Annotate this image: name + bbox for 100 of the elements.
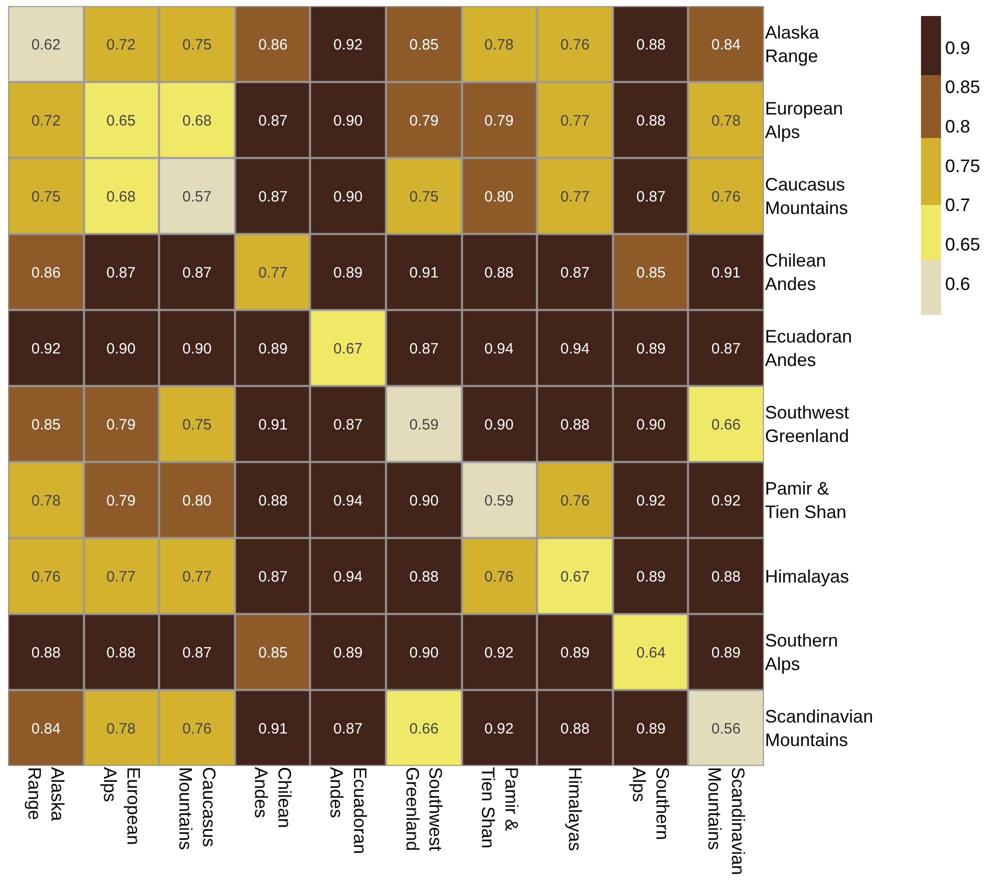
color-bar-label: 0.6: [945, 274, 970, 294]
data-label: 0.78: [106, 720, 136, 738]
x-tick-label: Himalayas: [565, 767, 586, 852]
data-label: 0.67: [333, 340, 363, 358]
data-label: 0.91: [409, 264, 439, 282]
data-label: 0.89: [560, 644, 590, 662]
data-label: 0.66: [711, 416, 741, 434]
y-tick-label: Himalayas: [765, 566, 850, 586]
data-label: 0.68: [182, 112, 212, 130]
data-label: 0.88: [106, 644, 136, 662]
data-label: 0.56: [711, 720, 741, 738]
data-label: 0.88: [636, 36, 666, 54]
data-label: 0.78: [484, 36, 514, 54]
data-label: 0.94: [333, 568, 363, 586]
data-label: 0.86: [258, 36, 288, 54]
data-label: 0.94: [333, 492, 363, 510]
data-label: 0.90: [106, 340, 136, 358]
data-label: 0.75: [182, 36, 212, 54]
data-label: 0.89: [636, 568, 666, 586]
data-label: 0.78: [711, 112, 741, 130]
data-label: 0.84: [711, 36, 741, 54]
data-label: 0.59: [409, 416, 439, 434]
data-label: 0.87: [106, 264, 136, 282]
color-bar-label: 0.75: [945, 156, 980, 176]
data-label: 0.87: [182, 644, 212, 662]
data-label: 0.88: [560, 720, 590, 738]
data-label: 0.84: [31, 720, 61, 738]
x-tick-label: Caucasus Mountains: [175, 767, 219, 850]
data-label: 0.92: [711, 492, 741, 510]
data-label: 0.57: [182, 188, 212, 206]
data-label: 0.77: [106, 568, 136, 586]
y-tick-label: Scandinavian Mountains: [765, 706, 874, 750]
data-label: 0.79: [484, 112, 514, 130]
data-label: 0.92: [333, 36, 363, 54]
data-label: 0.76: [560, 36, 590, 54]
data-label: 0.90: [636, 416, 666, 434]
data-label: 0.72: [31, 112, 61, 130]
data-label: 0.91: [711, 264, 741, 282]
data-label: 0.87: [333, 416, 363, 434]
data-label: 0.78: [31, 492, 61, 510]
data-label: 0.76: [711, 188, 741, 206]
data-label: 0.87: [258, 112, 288, 130]
data-label: 0.87: [258, 188, 288, 206]
data-label: 0.87: [333, 720, 363, 738]
data-label: 0.66: [409, 720, 439, 738]
data-label: 0.85: [636, 264, 666, 282]
data-label: 0.88: [258, 492, 288, 510]
data-label: 0.92: [484, 644, 514, 662]
x-tick-label: Southwest Greenland: [402, 767, 446, 852]
data-label: 0.89: [258, 340, 288, 358]
data-label: 0.85: [409, 36, 439, 54]
data-label: 0.90: [484, 416, 514, 434]
data-label: 0.92: [636, 492, 666, 510]
data-label: 0.94: [560, 340, 590, 358]
data-label: 0.91: [258, 416, 288, 434]
data-label: 0.79: [106, 416, 136, 434]
color-bar-label: 0.65: [945, 234, 980, 254]
x-tick-label: Ecuadoran Andes: [326, 767, 370, 854]
data-label: 0.87: [711, 340, 741, 358]
y-tick-label: Pamir & Tien Shan: [765, 478, 846, 522]
color-bar-label: 0.85: [945, 77, 980, 98]
y-tick-label: Ecuadoran Andes: [765, 326, 852, 370]
data-label: 0.77: [182, 568, 212, 586]
x-tick-label: Southern Alps: [629, 767, 672, 840]
data-label: 0.90: [182, 340, 212, 358]
data-label: 0.90: [409, 492, 439, 510]
data-label: 0.75: [409, 188, 439, 206]
data-label: 0.90: [409, 644, 439, 662]
x-tick-label: Pamir & Tien Shan: [478, 767, 522, 848]
data-label: 0.68: [106, 188, 136, 206]
data-label: 0.90: [333, 188, 363, 206]
data-label: 0.85: [31, 416, 61, 434]
color-bar-label: 0.9: [945, 38, 970, 58]
y-tick-label: Chilean Andes: [765, 250, 826, 294]
data-label: 0.75: [31, 188, 61, 206]
data-label: 0.76: [182, 720, 212, 738]
data-label: 0.86: [31, 264, 61, 282]
data-label: 0.87: [258, 568, 288, 586]
data-label: 0.88: [409, 568, 439, 586]
data-label: 0.80: [484, 188, 514, 206]
data-label: 0.87: [560, 264, 590, 282]
data-label: 0.87: [182, 264, 212, 282]
data-label: 0.92: [484, 720, 514, 738]
data-label: 0.89: [636, 720, 666, 738]
data-label: 0.77: [560, 188, 590, 206]
data-label: 0.77: [560, 112, 590, 130]
data-label: 0.59: [484, 492, 514, 510]
data-label: 0.87: [636, 188, 666, 206]
data-label: 0.76: [31, 568, 61, 586]
data-label: 0.62: [31, 36, 61, 54]
data-label: 0.77: [258, 264, 288, 282]
data-label: 0.79: [106, 492, 136, 510]
data-label: 0.80: [182, 492, 212, 510]
y-tick-label: Southwest Greenland: [765, 402, 850, 446]
data-label: 0.87: [409, 340, 439, 358]
data-label: 0.89: [711, 644, 741, 662]
data-label: 0.88: [636, 112, 666, 130]
y-tick-label: Southern Alps: [765, 630, 838, 674]
y-tick-label: European Alps: [765, 98, 844, 142]
x-tick-label: European Alps: [100, 767, 144, 846]
